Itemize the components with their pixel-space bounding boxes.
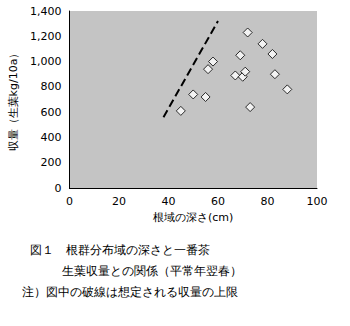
svg-text:1,400: 1,400 bbox=[30, 5, 62, 18]
svg-text:600: 600 bbox=[40, 106, 61, 119]
svg-text:20: 20 bbox=[112, 195, 126, 208]
svg-text:400: 400 bbox=[40, 131, 61, 144]
svg-text:200: 200 bbox=[40, 156, 61, 169]
svg-text:80: 80 bbox=[260, 195, 274, 208]
svg-text:40: 40 bbox=[161, 195, 175, 208]
svg-text:1,200: 1,200 bbox=[30, 30, 62, 43]
svg-text:注）図中の破線は想定される収量の上限: 注）図中の破線は想定される収量の上限 bbox=[22, 285, 238, 299]
svg-text:根域の深さ(cm): 根域の深さ(cm) bbox=[153, 211, 233, 224]
svg-text:0: 0 bbox=[66, 195, 73, 208]
svg-text:収量（生葉kg/10a）: 収量（生葉kg/10a） bbox=[7, 48, 20, 152]
svg-text:0: 0 bbox=[54, 182, 61, 195]
svg-text:生葉収量との関係（平常年翌春）: 生葉収量との関係（平常年翌春） bbox=[62, 264, 242, 278]
svg-text:60: 60 bbox=[211, 195, 225, 208]
svg-text:図１ 根群分布域の深さと一番茶: 図１ 根群分布域の深さと一番茶 bbox=[30, 243, 210, 257]
svg-text:800: 800 bbox=[40, 80, 61, 93]
svg-text:1,000: 1,000 bbox=[30, 55, 62, 68]
svg-text:100: 100 bbox=[307, 195, 328, 208]
